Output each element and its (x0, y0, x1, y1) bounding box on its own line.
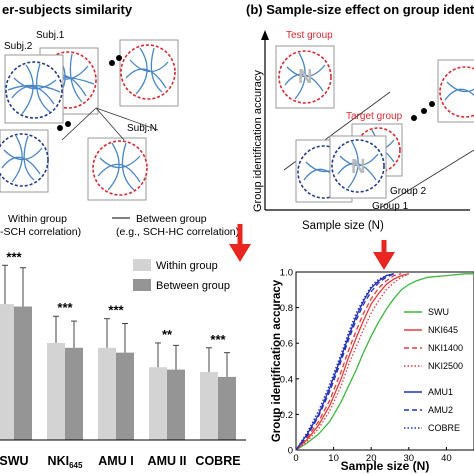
legend-label-cobre: COBRE (428, 423, 460, 433)
group-2-label: Group 2 (390, 186, 427, 197)
legend-label-amu1: AMU1 (428, 387, 453, 397)
panel-b-schematic: Group identification accuracy Sample siz… (252, 30, 474, 232)
schematic-ylabel: Group identification accuracy (252, 70, 264, 212)
legend-label-amu2: AMU2 (428, 405, 453, 415)
series-line-amu1 (295, 273, 394, 451)
bar-amu-i-within (98, 347, 116, 440)
bar-chart: *** SWU *** NKI645 *** AMU I ** AMU II *** COBRE W… (0, 249, 246, 470)
series-line-swu (295, 273, 474, 451)
schematic-y-arrow-icon (261, 30, 269, 40)
x-tick-label: 20 (366, 453, 377, 464)
y-tick-label: 1.0 (280, 268, 293, 279)
test-group-brain: N (278, 50, 332, 104)
significance-marker: *** (57, 300, 73, 315)
diag-line-2 (379, 149, 474, 209)
legend-between-line1: Between group (136, 213, 207, 225)
significance-marker: *** (108, 303, 124, 318)
bar-swu-between (14, 306, 32, 440)
bar-amu-ii-within (149, 367, 167, 440)
target-group-label: Target group (346, 111, 403, 122)
bar-cobre-between (218, 376, 236, 440)
line-xlabel: Sample size (N) (341, 459, 430, 473)
svg-text:N: N (351, 156, 365, 178)
group-1-label: Group 1 (372, 201, 409, 212)
legend-between-line2: (e.g., SCH-HC correlation) (116, 226, 239, 238)
subjN-label: Subj.N (127, 123, 157, 134)
series-line-nki645 (295, 273, 409, 451)
group-1-brain: N (331, 139, 385, 193)
x-tick-label: 0 (293, 453, 298, 464)
legend-label-nki645: NKI645 (428, 325, 458, 335)
bar-category-label: AMU II (148, 454, 187, 468)
significance-marker: *** (6, 249, 22, 264)
subject-n-brain (92, 140, 148, 196)
bar-category-label: COBRE (195, 454, 240, 468)
bar-nki645-between (65, 347, 83, 440)
bar-cobre-within (200, 372, 218, 440)
bar-amu-i-between (116, 352, 134, 440)
legend-within-line2: -SCH correlation) (0, 226, 81, 238)
legend-swatch-within (133, 259, 151, 271)
legend-label-within: Within group (156, 260, 218, 272)
x-tick-label: 10 (328, 453, 339, 464)
line-chart: 00.20.40.60.81.00102030405Sample size (N… (271, 268, 474, 473)
legend-swatch-between (133, 279, 151, 291)
red-arrow-down-icon (229, 224, 251, 262)
line-ylabel: Group identification accuracy (271, 279, 283, 442)
plot-frame (295, 271, 474, 451)
series-line-cobre (295, 273, 394, 451)
bar-category-label: AMU I (98, 454, 133, 468)
test-group-label: Test group (286, 30, 333, 41)
bar-category-label: NKI645 (48, 454, 83, 470)
panel-a-title: er-subjects similarity (2, 2, 133, 17)
y-tick-label: 0.4 (280, 374, 293, 385)
right-partial-brain (439, 66, 474, 118)
subj1-label: Subj.1 (36, 30, 65, 41)
bar-category-label: SWU (0, 454, 29, 468)
svg-text:N: N (298, 66, 312, 88)
x-tick-label: 40 (441, 453, 452, 464)
significance-marker: ** (162, 327, 173, 342)
panel-b-title: (b) Sample-size effect on group identifi… (246, 2, 474, 17)
subject-4-brain (0, 133, 49, 187)
ellipsis-dots-b (411, 101, 435, 121)
y-tick-label: 0.6 (280, 339, 293, 350)
legend-label-nki1400: NKI1400 (428, 343, 463, 353)
subject-2-brain (5, 61, 63, 119)
series-line-nki1400 (295, 273, 402, 451)
schematic-xlabel: Sample size (N) (302, 220, 384, 232)
connector-lines (61, 107, 159, 141)
subject-3-brain (120, 44, 176, 100)
legend-label-nki2500: NKI2500 (428, 361, 463, 371)
significance-marker: *** (210, 332, 226, 347)
subj2-label: Subj.2 (4, 41, 33, 52)
y-tick-label: 0 (288, 446, 293, 457)
bar-amu-ii-between (167, 369, 185, 440)
ellipsis-dots-a (57, 55, 122, 131)
red-arrow-down-icon-right (373, 240, 395, 270)
panel-a-brains: Subj.1 Subj.2 Subj.N (0, 30, 179, 201)
legend-label-between: Between group (156, 280, 230, 292)
y-tick-label: 0.2 (280, 410, 293, 421)
y-tick-label: 0.8 (280, 303, 293, 314)
legend-within-line1: Within group (8, 213, 67, 225)
bar-nki645-within (47, 342, 65, 440)
series-line-amu2 (295, 273, 395, 451)
legend-label-swu: SWU (428, 307, 449, 317)
x-tick-label: 30 (404, 453, 415, 464)
bar-swu-within (0, 304, 14, 440)
